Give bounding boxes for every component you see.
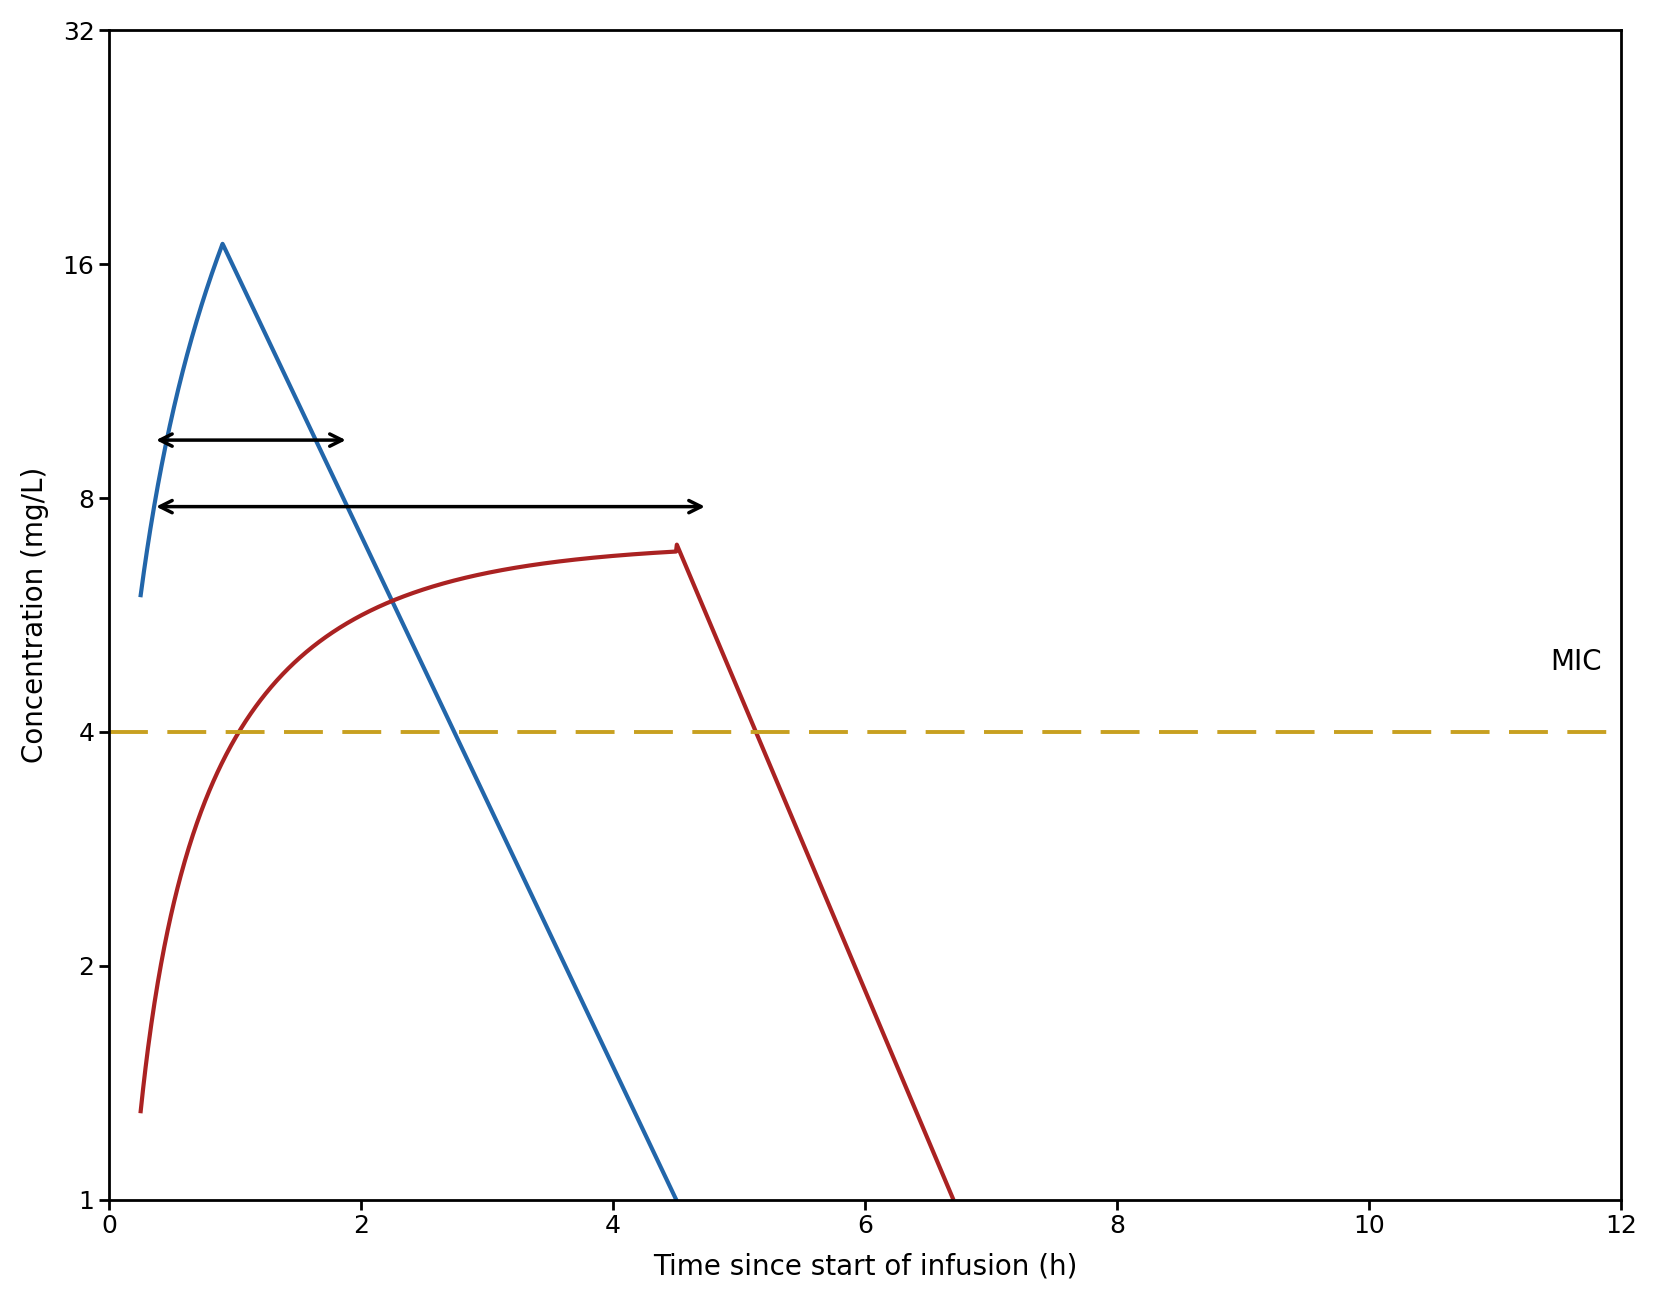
Text: MIC: MIC: [1549, 648, 1601, 677]
X-axis label: Time since start of infusion (h): Time since start of infusion (h): [653, 1252, 1077, 1280]
Y-axis label: Concentration (mg/L): Concentration (mg/L): [22, 467, 48, 764]
